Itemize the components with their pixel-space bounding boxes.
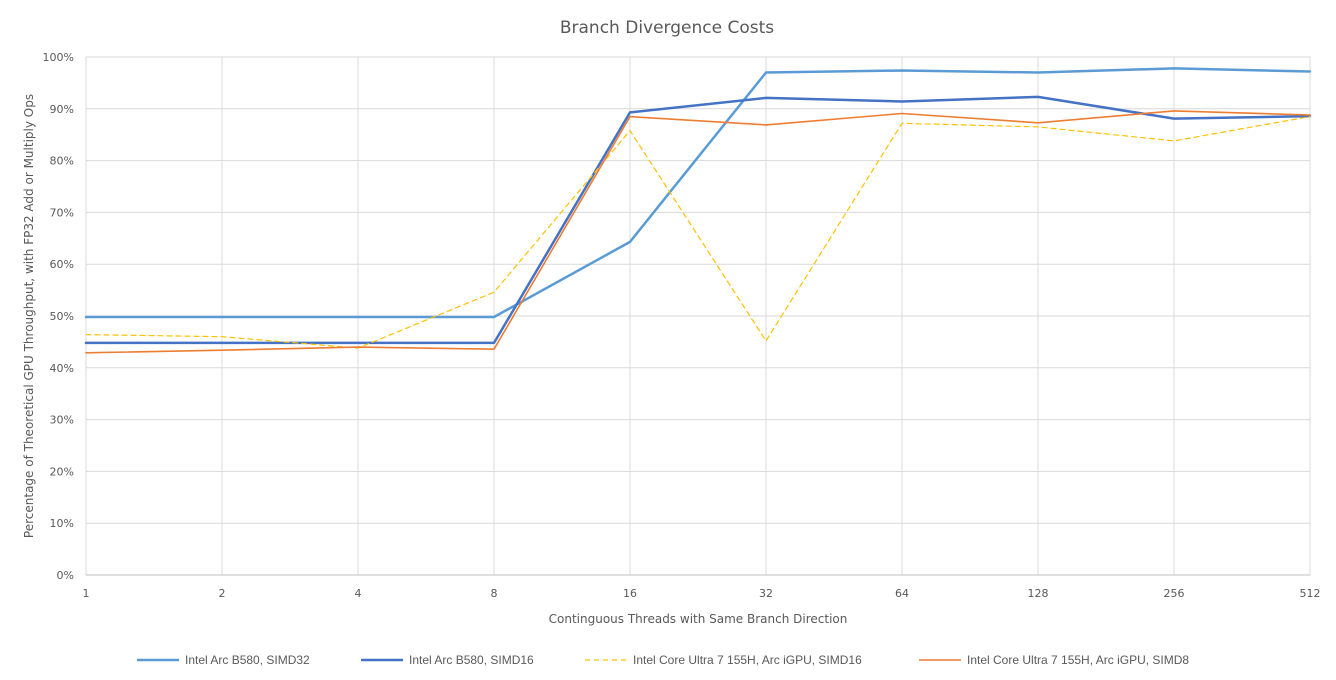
x-tick-label: 512 (1300, 587, 1321, 600)
y-tick-label: 10% (50, 517, 74, 530)
x-tick-label: 256 (1164, 587, 1185, 600)
legend-label-2: Intel Arc B580, SIMD16 (409, 653, 534, 667)
series-line-1 (84, 67, 1312, 319)
y-tick-label: 20% (50, 465, 74, 478)
y-tick-label: 80% (50, 155, 74, 168)
x-tick-label: 16 (623, 587, 637, 600)
y-tick-label: 0% (57, 569, 74, 582)
axes: 0% 10% 20% 30% 40% 50% 60% 70% 80% 90% 100% 1 2 4 8 16 3… (43, 51, 1321, 600)
x-tick-label: 8 (491, 587, 498, 600)
y-tick-label: 60% (50, 258, 74, 271)
x-tick-label: 128 (1028, 587, 1049, 600)
y-tick-label: 40% (50, 362, 74, 375)
legend: Intel Arc B580, SIMD32 Intel Arc B580, SI… (137, 653, 1189, 667)
series-line-3 (85, 115, 1311, 349)
chart-title: Branch Divergence Costs (560, 18, 774, 38)
legend-label-3: Intel Core Ultra 7 155H, Arc iGPU, SIMD1… (633, 653, 862, 667)
series-line-2 (84, 95, 1312, 345)
x-axis-title: Continguous Threads with Same Branch Dir… (549, 612, 848, 626)
x-tick-label: 4 (355, 587, 362, 600)
y-axis-title: Percentage of Theoretical GPU Throughput… (22, 94, 36, 538)
x-tick-label: 64 (895, 587, 909, 600)
legend-label-1: Intel Arc B580, SIMD32 (185, 653, 310, 667)
y-tick-label: 30% (50, 414, 74, 427)
x-tick-label: 1 (83, 587, 90, 600)
series-line-4 (85, 110, 1311, 354)
x-tick-label: 2 (219, 587, 226, 600)
x-tick-label: 32 (759, 587, 773, 600)
legend-label-4: Intel Core Ultra 7 155H, Arc iGPU, SIMD8 (967, 653, 1189, 667)
y-tick-label: 50% (50, 310, 74, 323)
data-series (84, 67, 1312, 354)
y-tick-label: 90% (50, 103, 74, 116)
y-tick-label: 100% (43, 51, 74, 64)
y-tick-label: 70% (50, 206, 74, 219)
